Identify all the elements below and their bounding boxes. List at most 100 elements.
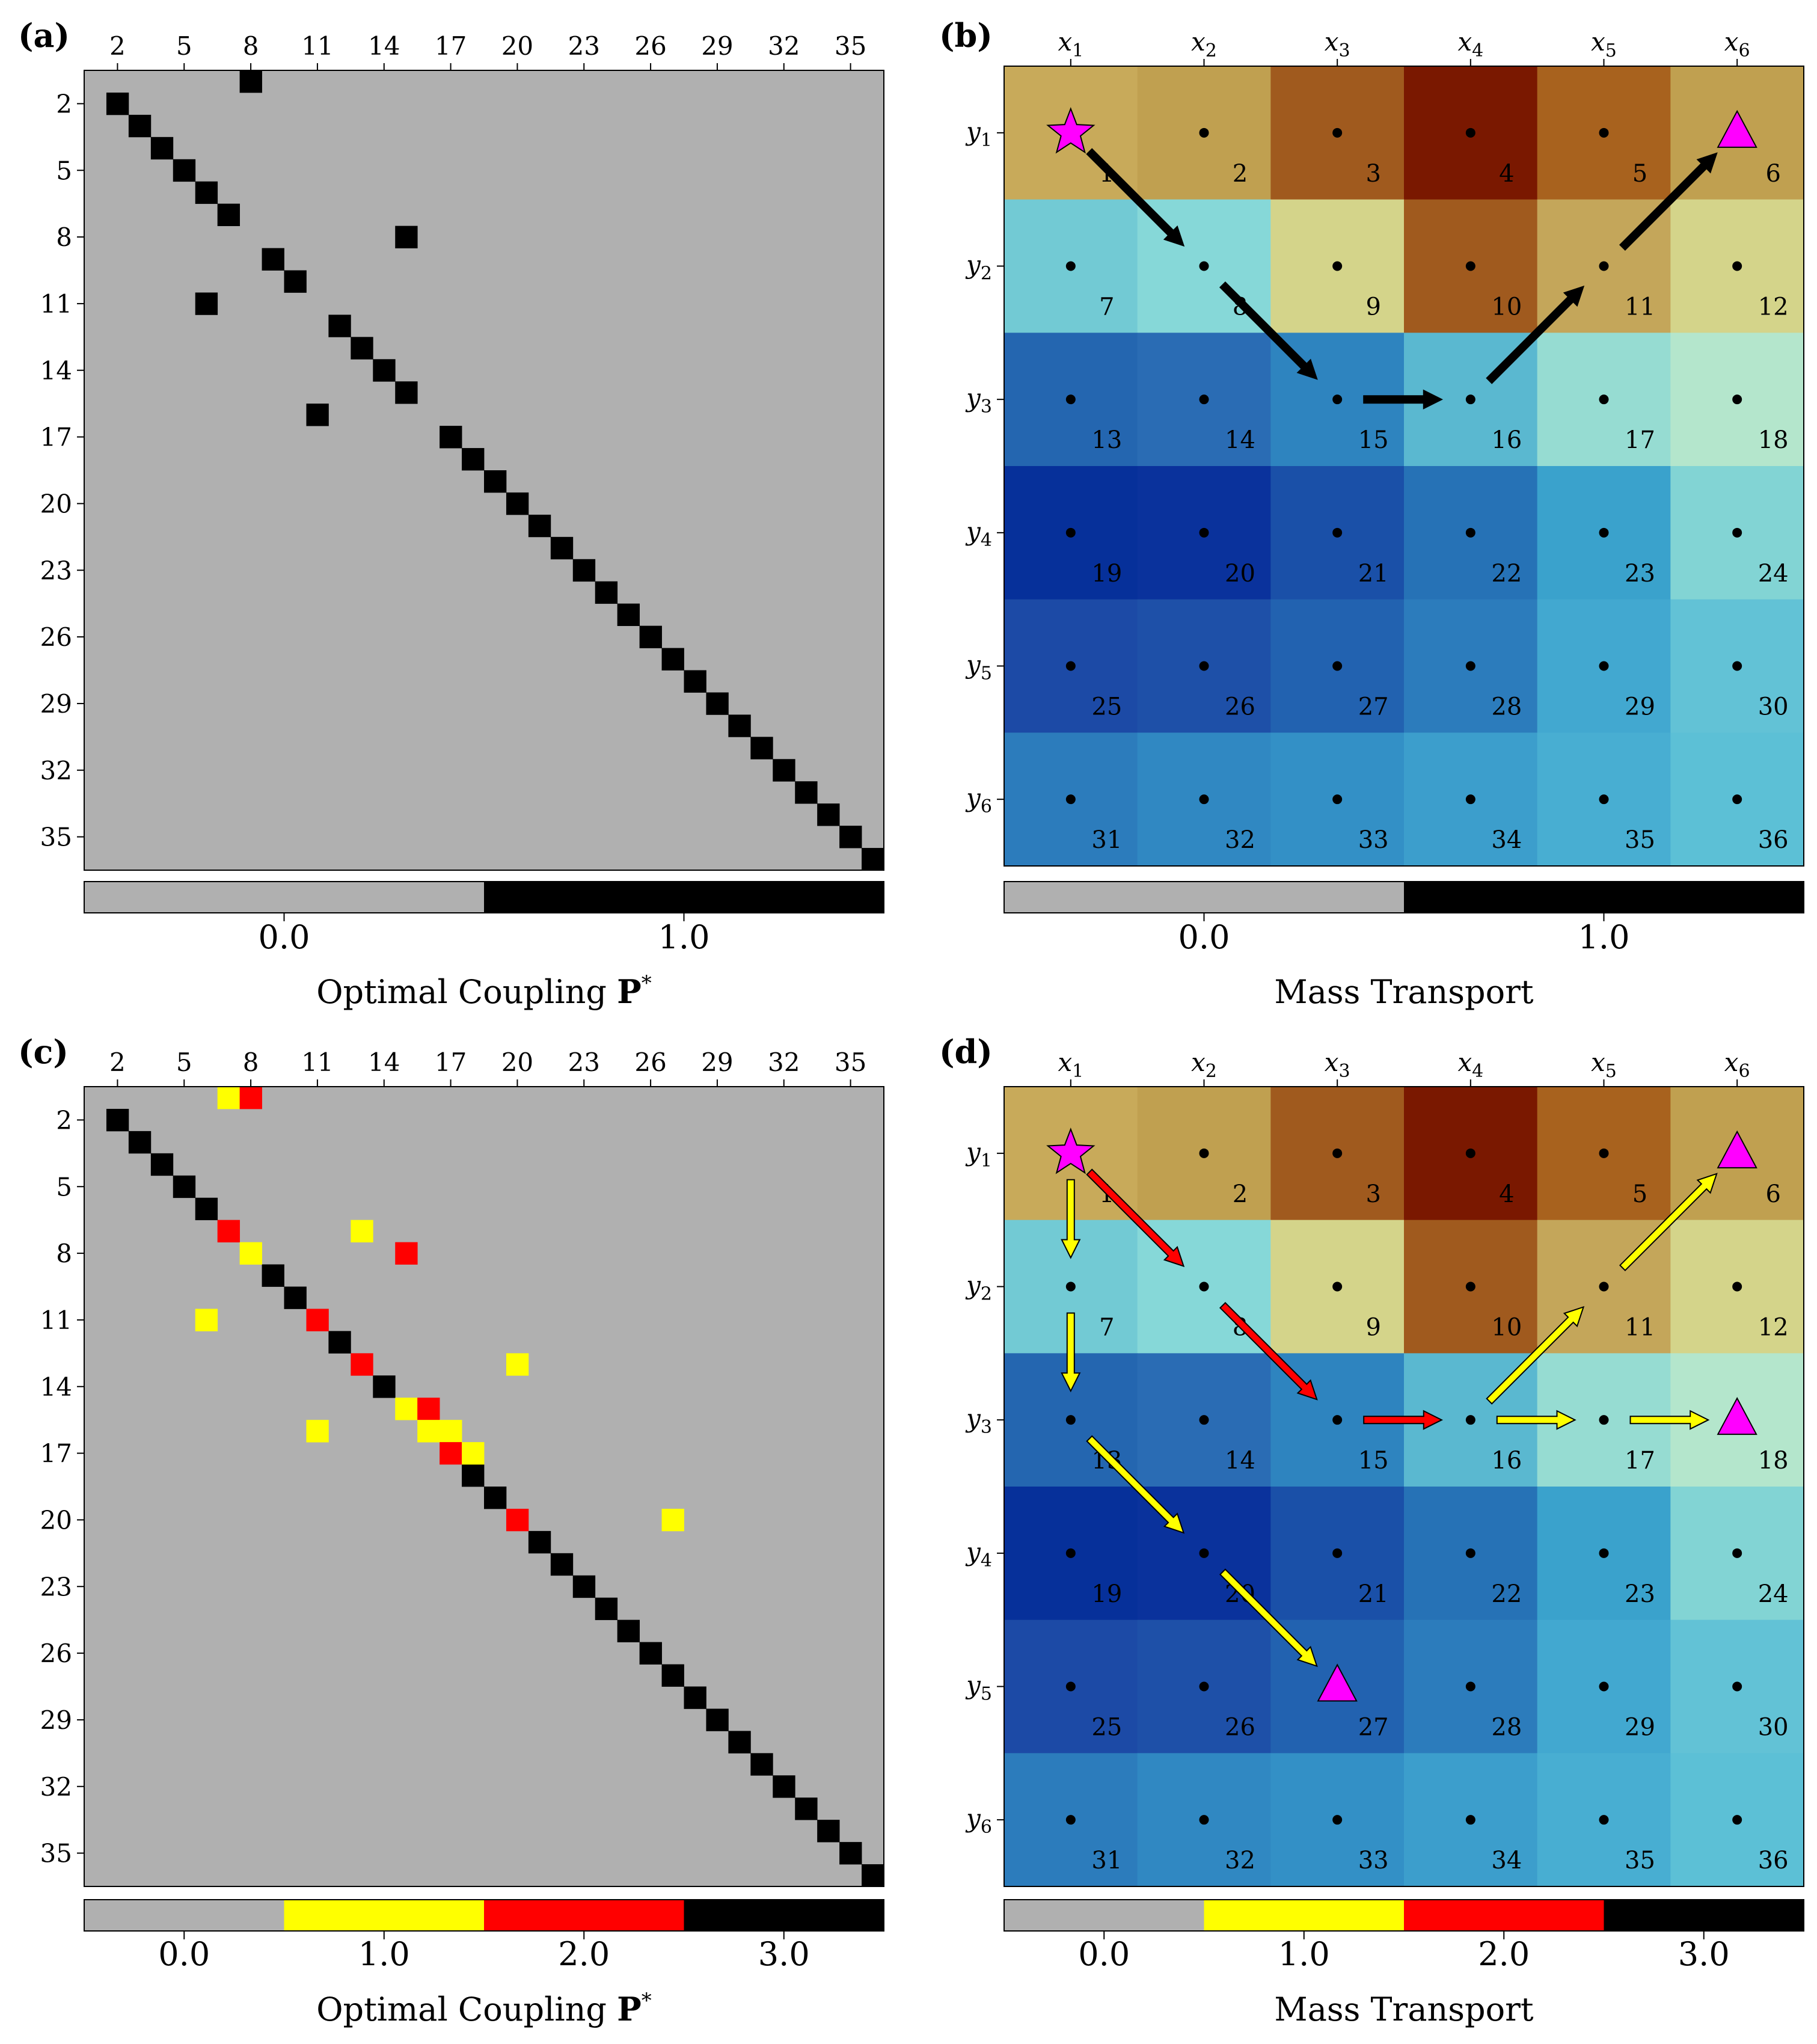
- colorbar-segment: [84, 882, 485, 913]
- cell-number: 25: [1091, 1714, 1122, 1742]
- cell-number: 10: [1491, 1314, 1522, 1342]
- matrix-cell: [484, 470, 507, 493]
- grid-point: [1599, 527, 1609, 538]
- colorbar-b: 0.0 1.0: [1003, 881, 1804, 956]
- panel-label-a: (a): [18, 16, 70, 55]
- transport-arrow: [1086, 1435, 1185, 1534]
- grid-frame: [1003, 1086, 1804, 1887]
- x-tick-label: x1: [1058, 1048, 1083, 1082]
- grid-point: [1599, 1548, 1609, 1558]
- matrix-cell: [239, 1087, 262, 1109]
- colorbar-tick-label: 3.0: [758, 1935, 810, 1973]
- y-tick-label: 29: [40, 689, 72, 719]
- grid-point: [1599, 1681, 1609, 1692]
- grid-point: [1465, 1148, 1475, 1158]
- colorbar-frame: [1003, 881, 1804, 913]
- grid-point: [1465, 1815, 1475, 1825]
- target-triangle-marker: [1317, 1663, 1358, 1702]
- matrix-cell: [706, 692, 729, 715]
- grid-point: [1732, 527, 1742, 538]
- matrix-cell: [795, 781, 818, 804]
- matrix-cell: [506, 1508, 529, 1532]
- cell-number: 12: [1758, 293, 1789, 321]
- cell-number: 31: [1091, 826, 1122, 854]
- transport-arrow: [1061, 1179, 1081, 1259]
- y-tick-label: 23: [40, 1572, 72, 1601]
- matrix-cell: [128, 114, 152, 138]
- grid-point: [1465, 127, 1475, 138]
- cell-number: 22: [1491, 1580, 1522, 1608]
- matrix-cell: [684, 1686, 706, 1709]
- matrix-cell: [750, 737, 773, 760]
- matrix-cell: [506, 1353, 529, 1376]
- cell-number: 4: [1499, 160, 1514, 188]
- x-tick-label: 20: [501, 31, 533, 61]
- x-tick-label: 5: [176, 1048, 192, 1077]
- grid-point: [1065, 661, 1076, 671]
- grid-point: [1599, 1281, 1609, 1292]
- cell-number: 21: [1358, 1580, 1389, 1608]
- matrix-cell: [728, 714, 751, 737]
- grid-point: [1332, 1548, 1343, 1558]
- matrix-cell: [773, 759, 795, 782]
- grid-point: [1332, 794, 1343, 805]
- grid-point: [1599, 1148, 1609, 1158]
- matrix-cell: [817, 803, 840, 826]
- matrix-cell: [150, 1153, 174, 1176]
- matrix-cell: [106, 92, 129, 115]
- matrix-cell: [862, 848, 884, 871]
- matrix-cell: [661, 1508, 684, 1532]
- cell-number: 20: [1225, 560, 1255, 588]
- matrix-cell: [195, 1309, 218, 1331]
- grid-point: [1065, 1415, 1076, 1425]
- cell-number: 21: [1358, 560, 1389, 588]
- cell-number: 36: [1758, 826, 1789, 854]
- cell-number: 11: [1625, 1314, 1655, 1342]
- cell-number: 18: [1758, 1447, 1789, 1475]
- matrix-cell: [839, 1842, 862, 1865]
- matrix-cell: [239, 1242, 262, 1265]
- target-triangle-marker: [1717, 109, 1757, 148]
- matrix-cell: [572, 559, 596, 582]
- cell-number: 35: [1625, 1847, 1655, 1874]
- x-tick-label: x4: [1457, 1048, 1483, 1082]
- matrix-cell: [262, 1264, 284, 1287]
- cell-number: 27: [1358, 1714, 1389, 1742]
- grid-point: [1599, 794, 1609, 805]
- cell-number: 28: [1491, 1714, 1522, 1742]
- matrix-cell: [284, 270, 307, 293]
- x-tick-label: 17: [435, 31, 467, 61]
- y-tick-label: 23: [40, 556, 72, 585]
- cell-number: 15: [1358, 426, 1389, 454]
- grid-point: [1199, 127, 1209, 138]
- x-tick-label: x3: [1325, 27, 1350, 61]
- x-tick-label: 17: [435, 1048, 467, 1077]
- cell-number: 19: [1091, 560, 1122, 588]
- grid-point: [1465, 794, 1475, 805]
- matrix-cell: [217, 1220, 241, 1243]
- cell-number: 34: [1491, 826, 1522, 854]
- transport-arrow: [1629, 1410, 1710, 1430]
- transport-arrow: [1619, 152, 1718, 251]
- matrix-cell: [595, 1597, 618, 1621]
- cell-number: 6: [1765, 160, 1780, 188]
- x-tick-label: 11: [301, 31, 333, 61]
- colorbar-tick-label: 1.0: [358, 1935, 410, 1973]
- grid-point: [1465, 1415, 1475, 1425]
- source-star-marker: [1046, 1127, 1095, 1174]
- colorbar-tick-label: 0.0: [158, 1935, 210, 1973]
- matrix-cell: [306, 404, 329, 426]
- cell-number: 12: [1758, 1314, 1789, 1342]
- y-tick-label: y4: [965, 517, 992, 551]
- x-tick-label: x1: [1058, 27, 1083, 61]
- panel-label-c: (c): [18, 1033, 69, 1071]
- grid-point: [1332, 527, 1343, 538]
- matrix-cell: [528, 1530, 551, 1554]
- matrix-cell: [195, 1197, 218, 1221]
- cell-number: 28: [1491, 693, 1522, 721]
- y-tick-label: 2: [56, 1105, 72, 1135]
- grid-point: [1199, 1815, 1209, 1825]
- matrix-cell: [217, 1087, 241, 1109]
- y-tick-label: y6: [965, 783, 992, 817]
